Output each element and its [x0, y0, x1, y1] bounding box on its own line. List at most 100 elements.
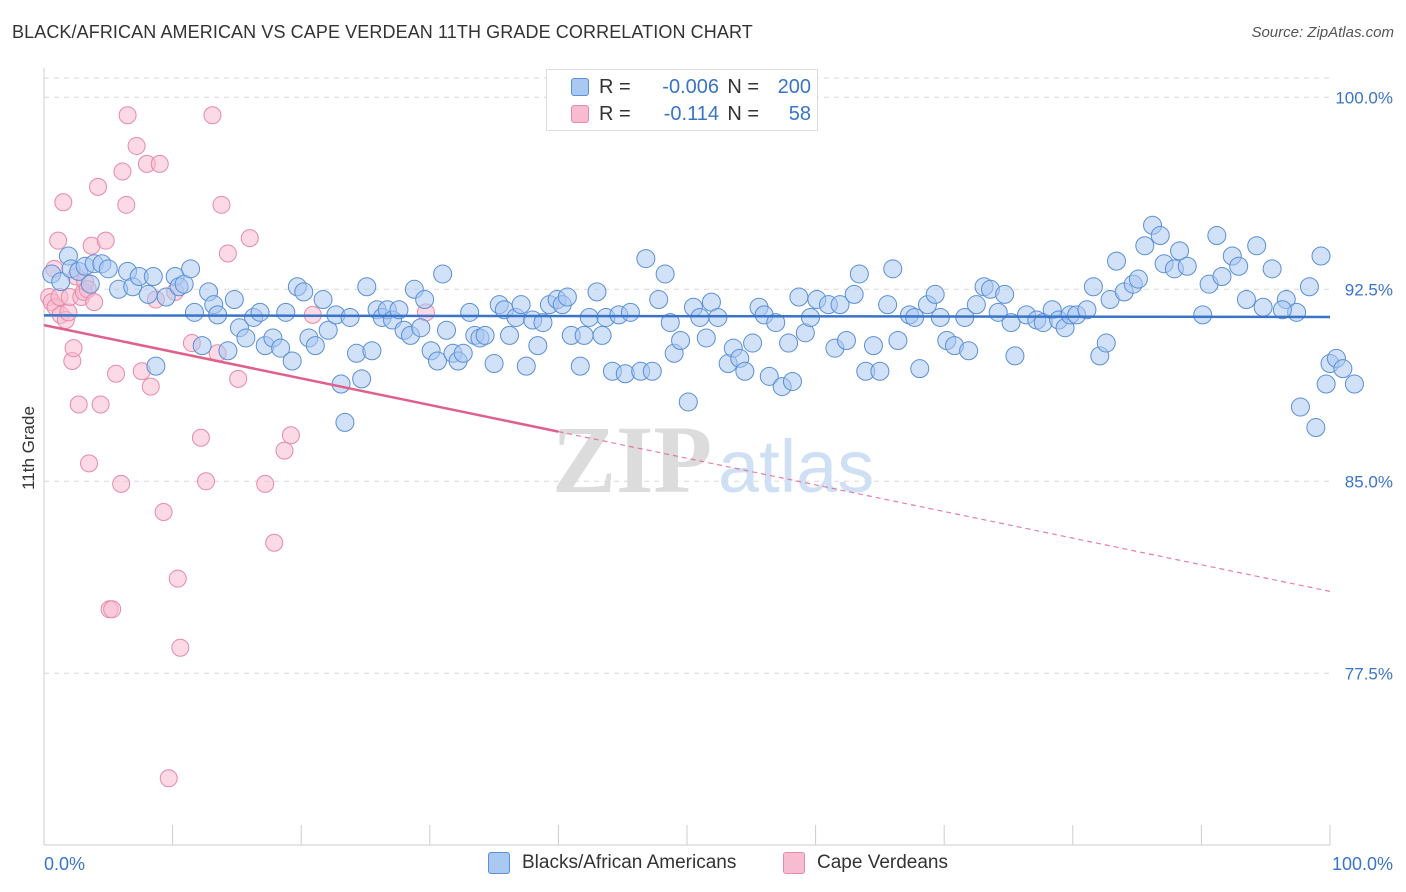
cape-verdean-point	[276, 442, 293, 459]
cape-verdean-point	[92, 396, 109, 413]
black-african-american-point	[889, 332, 907, 350]
legend-item-blacks[interactable]: Blacks/African Americans	[488, 852, 736, 874]
black-african-american-point	[353, 370, 371, 388]
black-african-american-point	[1300, 278, 1318, 296]
legend-row-cape-verdeans: R = -0.114 N = 58	[571, 101, 811, 127]
black-african-american-point	[1254, 298, 1272, 316]
series-legend: Blacks/African Americans Cape Verdeans	[0, 852, 1406, 878]
black-african-american-point	[251, 303, 269, 321]
black-african-american-point	[454, 344, 472, 362]
black-african-american-point	[1307, 419, 1325, 437]
cape-verdean-point	[55, 194, 72, 211]
r-value: -0.114	[641, 103, 719, 126]
black-african-american-point	[780, 334, 798, 352]
black-african-american-point	[438, 321, 456, 339]
black-african-american-point	[1230, 257, 1248, 275]
black-african-american-point	[336, 413, 354, 431]
cape-verdean-point	[192, 429, 209, 446]
r-label: R =	[599, 103, 641, 126]
legend-item-cape-verdeans[interactable]: Cape Verdeans	[783, 852, 948, 874]
black-african-american-point	[837, 332, 855, 350]
cape-verdean-point	[142, 378, 159, 395]
cape-verdean-point	[60, 304, 77, 321]
black-african-american-point	[656, 265, 674, 283]
black-african-american-point	[434, 265, 452, 283]
black-african-american-point	[182, 260, 200, 278]
black-african-american-point	[314, 291, 332, 309]
cape-verdean-point	[70, 396, 87, 413]
cape-verdean-point	[241, 230, 258, 247]
legend-row-blacks: R = -0.006 N = 200	[571, 74, 811, 100]
black-african-american-point	[476, 326, 494, 344]
black-african-american-point	[911, 360, 929, 378]
legend-swatch-pink	[571, 105, 589, 123]
black-african-american-point	[996, 285, 1014, 303]
legend-label: Cape Verdeans	[817, 852, 948, 874]
black-african-american-point	[1317, 375, 1335, 393]
black-african-american-point	[517, 357, 535, 375]
cape-verdean-point	[50, 232, 67, 249]
legend-swatch-pink	[783, 852, 805, 874]
black-african-american-point	[1194, 306, 1212, 324]
black-african-american-point	[512, 296, 530, 314]
cape-verdean-point	[230, 370, 247, 387]
black-african-american-point	[790, 288, 808, 306]
black-african-american-point	[1345, 375, 1363, 393]
black-african-american-point	[81, 275, 99, 293]
cape-verdean-point	[81, 455, 98, 472]
black-african-american-point	[1084, 278, 1102, 296]
cape-verdean-point	[151, 155, 168, 172]
black-african-american-point	[219, 342, 237, 360]
black-african-american-point	[672, 332, 690, 350]
black-african-american-point	[1178, 257, 1196, 275]
cape-verdean-point	[198, 473, 215, 490]
watermark-atlas: atlas	[718, 425, 874, 508]
y-tick-label: 92.5%	[1345, 280, 1393, 299]
black-african-american-point	[1129, 270, 1147, 288]
black-african-american-point	[967, 296, 985, 314]
black-african-american-point	[99, 260, 117, 278]
black-african-american-point	[1334, 360, 1352, 378]
black-african-american-point	[358, 278, 376, 296]
r-label: R =	[599, 76, 641, 99]
cape-verdean-point	[213, 196, 230, 213]
black-african-american-point	[643, 362, 661, 380]
black-african-american-point	[1151, 227, 1169, 245]
black-african-american-point	[283, 352, 301, 370]
black-african-american-point	[185, 303, 203, 321]
black-african-american-point	[144, 268, 162, 286]
black-african-american-point	[637, 250, 655, 268]
cape-verdean-point	[104, 601, 121, 618]
cape-verdean-point	[113, 475, 130, 492]
n-value: 200	[767, 76, 811, 99]
black-african-american-point	[697, 329, 715, 347]
cape-verdean-point	[86, 294, 103, 311]
black-african-american-point	[783, 372, 801, 390]
y-axis-label: 11th Grade	[19, 406, 38, 490]
stats-legend: R = -0.006 N = 200 R = -0.114 N = 58	[546, 69, 818, 131]
cape-verdean-point	[114, 163, 131, 180]
black-african-american-point	[1248, 237, 1266, 255]
black-african-american-point	[485, 355, 503, 373]
black-african-american-point	[884, 260, 902, 278]
black-african-american-point	[580, 308, 598, 326]
black-african-american-point	[691, 308, 709, 326]
black-african-american-points	[43, 216, 1364, 436]
black-african-american-point	[461, 303, 479, 321]
black-african-american-point	[650, 291, 668, 309]
cape-verdean-point	[128, 137, 145, 154]
black-african-american-point	[1263, 260, 1281, 278]
black-african-american-point	[558, 288, 576, 306]
black-african-american-point	[139, 285, 157, 303]
black-african-american-point	[1291, 398, 1309, 416]
black-african-american-point	[879, 296, 897, 314]
black-african-american-point	[1136, 237, 1154, 255]
black-african-american-point	[621, 303, 639, 321]
watermark-zip: ZIP	[552, 406, 712, 513]
cape-verdean-point	[65, 340, 82, 357]
legend-label: Blacks/African Americans	[522, 852, 736, 874]
cape-verdean-point	[108, 365, 125, 382]
black-african-american-point	[1097, 334, 1115, 352]
r-value: -0.006	[641, 76, 719, 99]
